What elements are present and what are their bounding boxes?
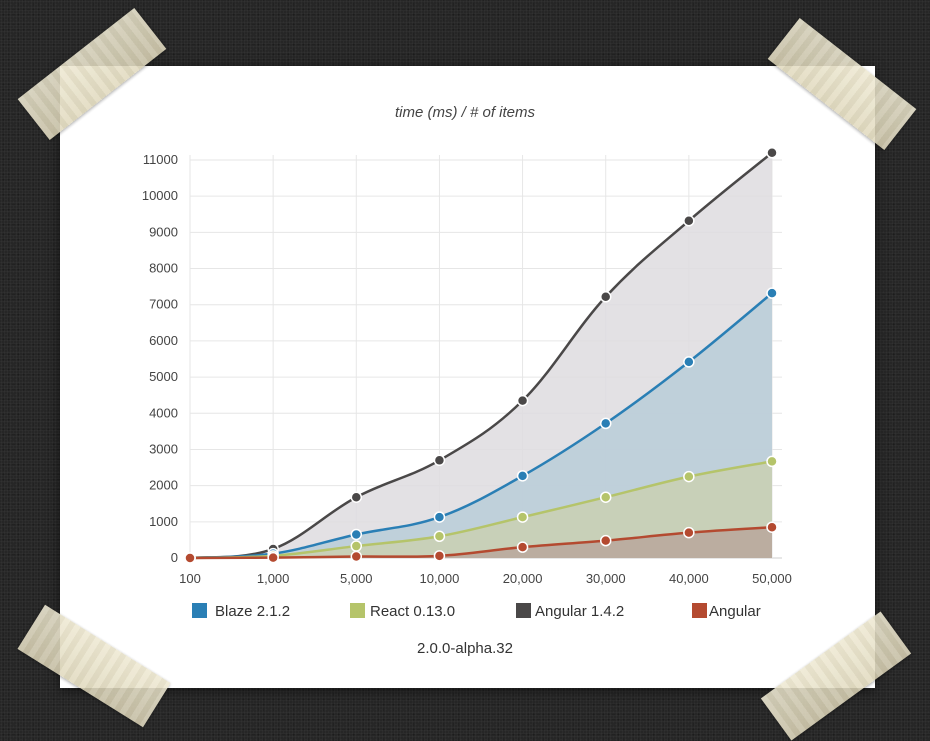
x-tick-label: 20,000 [503,571,543,586]
y-tick-label: 2000 [149,478,178,493]
data-point [766,521,778,533]
series-area [190,527,772,558]
y-axis-ticks: 0 1000 2000 3000 4000 5000 6000 7000 8000 9000 100… [142,152,178,565]
data-point [516,470,529,482]
data-point [350,540,363,552]
data-point [516,394,529,407]
y-tick-label: 8000 [149,261,178,276]
legend-label-blaze: Blaze 2.1.2 [215,603,290,620]
series-line [189,525,773,560]
y-tick-label: 11000 [143,152,178,167]
legend-label-angular-2: Angular [709,603,761,620]
legend-label-angular-2-version: 2.0.0-alpha.32 [417,640,513,657]
legend-swatch-angular-1 [516,603,531,618]
data-point [350,491,363,503]
data-point [766,287,778,299]
x-tick-label: 50,000 [752,571,792,586]
x-tick-label: 40,000 [669,571,709,586]
legend-label-react: React 0.13.0 [370,603,455,620]
data-point [599,534,612,547]
legend-swatch-angular-2 [692,603,707,618]
series-points [184,147,778,564]
legend-label-angular-1: Angular 1.4.2 [535,603,624,620]
y-tick-label: 1000 [149,514,178,529]
series-area [190,461,772,558]
x-tick-label: 30,000 [586,571,626,586]
data-point [516,541,529,553]
data-point [766,147,778,159]
y-tick-label: 6000 [149,333,178,348]
series-line [189,151,773,560]
data-point [350,528,363,541]
data-point [599,417,612,430]
x-axis-ticks: 100 1,000 5,000 10,000 20,000 30,000 40,000 50,… [179,571,792,586]
legend-swatch-react [350,603,365,618]
data-point [683,526,695,539]
series-line [189,460,773,560]
series-areas [190,152,772,558]
y-tick-label: 3000 [149,441,178,456]
x-tick-label: 5,000 [340,571,373,586]
y-tick-label: 10000 [142,188,178,203]
y-tick-label: 0 [171,550,178,565]
chart-title: time (ms) / # of items [395,104,536,121]
legend: Blaze 2.1.2 React 0.13.0 Angular 1.4.2 A… [192,603,761,657]
data-point [683,215,695,227]
data-point [350,550,363,563]
data-point [433,530,446,543]
y-tick-label: 4000 [149,405,178,420]
data-point [433,550,446,562]
x-tick-label: 100 [179,571,201,586]
data-point [516,511,529,523]
data-point [683,470,695,483]
y-tick-label: 7000 [149,297,178,312]
y-tick-label: 5000 [149,369,178,384]
x-tick-label: 1,000 [257,571,290,586]
data-point [433,511,446,523]
data-point [184,552,196,564]
legend-swatch-blaze [192,603,207,618]
data-point [267,551,279,564]
data-point [433,454,446,467]
data-point [683,356,695,368]
y-tick-label: 9000 [149,224,178,239]
data-point [766,455,778,468]
data-point [599,491,612,503]
x-tick-label: 10,000 [420,571,460,586]
data-point [599,291,612,303]
